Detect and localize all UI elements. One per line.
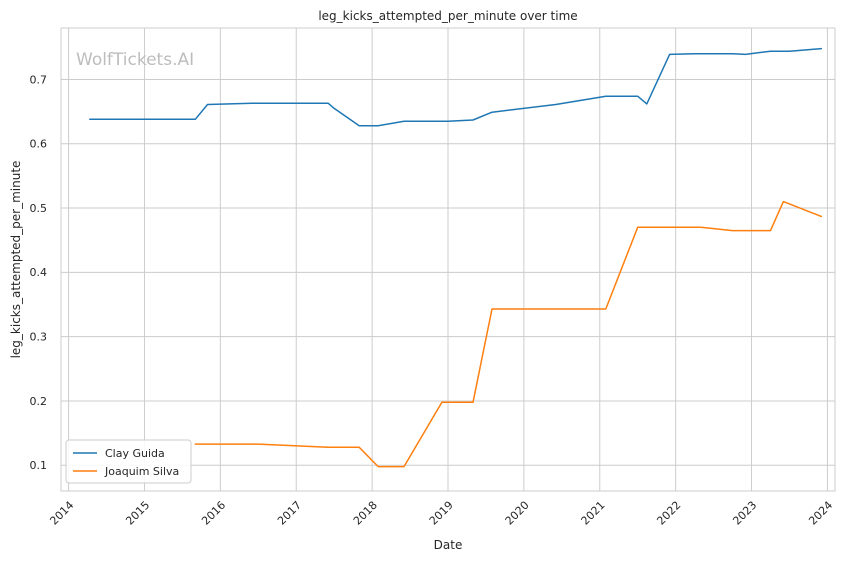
series-layer	[89, 47, 823, 468]
watermark: WolfTickets.AI	[76, 50, 194, 70]
series-line-clay-guida	[89, 47, 823, 127]
y-tick-label: 0.2	[30, 395, 48, 408]
legend: Clay Guida Joaquim Silva	[65, 439, 192, 484]
legend-box	[65, 439, 192, 484]
y-axis-label: leg_kicks_attempted_per_minute	[9, 161, 23, 359]
grid-lines	[61, 28, 835, 491]
y-tick-label: 0.5	[30, 202, 48, 215]
series-line-joaquim-silva	[194, 200, 823, 468]
chart-title: leg_kicks_attempted_per_minute over time	[318, 9, 577, 23]
legend-label: Clay Guida	[105, 447, 165, 460]
x-axis-label: Date	[434, 538, 463, 552]
y-tick-label: 0.3	[30, 331, 48, 344]
legend-label: Joaquim Silva	[104, 465, 179, 478]
y-tick-label: 0.7	[30, 73, 48, 86]
y-axis-ticks: 0.1 0.2 0.3 0.4 0.5 0.6 0.7	[30, 73, 48, 472]
plot-frame	[60, 27, 836, 492]
y-tick-label: 0.4	[30, 266, 48, 279]
y-tick-label: 0.1	[30, 459, 48, 472]
y-tick-label: 0.6	[30, 138, 48, 151]
